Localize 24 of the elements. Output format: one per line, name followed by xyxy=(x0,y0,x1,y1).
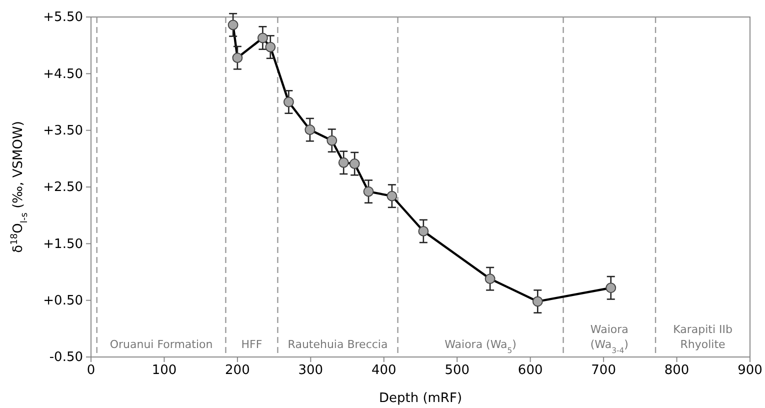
y-tick-label: +2.50 xyxy=(43,180,83,196)
x-tick-label: 100 xyxy=(152,363,177,378)
annotation: Rautehuia Breccia xyxy=(288,338,388,351)
y-tick-label: +1.50 xyxy=(43,236,83,252)
annotation: HFF xyxy=(241,338,262,351)
annotation: Waiora (Wa$_{3-4}$) xyxy=(590,323,628,354)
x-tick-label: 500 xyxy=(444,363,470,378)
x-axis-title: Depth (mRF) xyxy=(378,391,462,406)
x-tick-label: 800 xyxy=(664,363,690,378)
y-tick-label: -0.50 xyxy=(49,350,83,366)
x-tick-label: 300 xyxy=(298,363,324,378)
x-tick-label: 600 xyxy=(518,363,543,378)
annotation: Oruanui Formation xyxy=(110,338,213,351)
y-tick-label: +5.50 xyxy=(43,10,83,26)
y-tick-label: +3.50 xyxy=(43,123,83,138)
x-tick-label: 700 xyxy=(591,363,616,378)
annotation: Waiora (Wa$_{5}$) xyxy=(444,338,516,354)
x-tick-label: 200 xyxy=(225,363,250,378)
annotation: Karapiti IIb Rhyolite xyxy=(673,323,732,351)
x-tick-label: 400 xyxy=(371,363,396,378)
x-tick-label: 900 xyxy=(738,363,762,378)
y-tick-label: +0.50 xyxy=(43,293,83,308)
x-tick-label: 0 xyxy=(86,363,96,378)
y-tick-label: +4.50 xyxy=(43,66,83,82)
